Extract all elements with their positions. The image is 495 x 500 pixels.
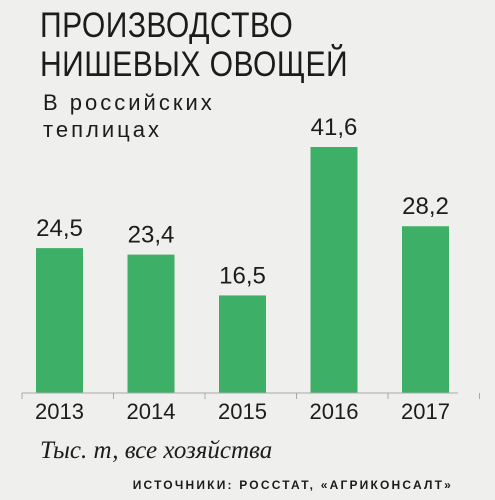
category-label-2013: 2013 (35, 399, 84, 424)
chart-title-line-2: НИШЕВЫХ ОВОЩЕЙ (40, 45, 349, 84)
category-label-2014: 2014 (127, 399, 176, 424)
bar-2017 (402, 226, 449, 393)
source-note: ИСТОЧНИКИ: РОССТАТ, «АГРИКОНСАЛТ» (132, 478, 453, 492)
chart-subtitle-line-2: теплицах (43, 117, 162, 142)
bar-2013 (36, 248, 83, 393)
value-label-2017: 28,2 (402, 193, 449, 220)
units-note: Тыс. т, все хозяйства (40, 437, 273, 464)
chart-subtitle: В российских теплицах (43, 89, 215, 143)
bar-2016 (310, 147, 358, 393)
chart-title-line-1: ПРОИЗВОДСТВО (40, 6, 294, 45)
category-label-2016: 2016 (310, 399, 359, 424)
value-label-2013: 24,5 (36, 215, 83, 242)
chart-title: ПРОИЗВОДСТВО НИШЕВЫХ ОВОЩЕЙ (40, 6, 348, 84)
chart-subtitle-line-1: В российских (43, 90, 215, 115)
bar-2014 (127, 254, 175, 393)
bars-group: 24,5 23,4 16,5 41,6 28,2 (36, 114, 449, 393)
category-label-2017: 2017 (401, 399, 450, 424)
axis-group: 2013 2014 2015 2016 2017 (21, 392, 480, 424)
value-label-2015: 16,5 (219, 262, 266, 289)
value-label-2014: 23,4 (128, 222, 175, 249)
category-label-2015: 2015 (218, 399, 267, 424)
value-label-2016: 41,6 (311, 114, 358, 141)
bar-2015 (219, 295, 266, 393)
